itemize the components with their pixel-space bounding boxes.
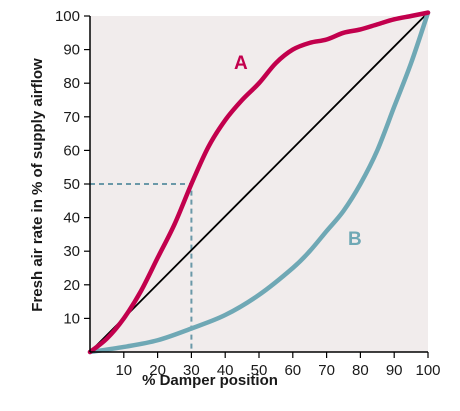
- x-tick-label: 60: [284, 362, 301, 379]
- x-tick-label: 100: [415, 362, 440, 379]
- x-tick-label: 20: [149, 362, 166, 379]
- y-tick-label: 80: [63, 75, 80, 92]
- y-tick-label: 60: [63, 142, 80, 159]
- curve-layer: [87, 10, 431, 355]
- curve-a-label: A: [234, 53, 248, 74]
- x-tick-label: 10: [115, 362, 132, 379]
- y-tick-label: 50: [63, 176, 80, 193]
- x-tick-label: 80: [352, 362, 369, 379]
- x-tick-label: 40: [217, 362, 234, 379]
- x-tick-label: 70: [318, 362, 335, 379]
- x-tick-label: 90: [386, 362, 403, 379]
- x-axis-title: % Damper position: [142, 372, 278, 389]
- y-tick-label: 70: [63, 109, 80, 126]
- y-tick-label: 30: [63, 243, 80, 260]
- curve-a: [87, 10, 431, 355]
- y-tick-label: 10: [63, 310, 80, 327]
- y-tick-label: 20: [63, 277, 80, 294]
- curve-b-label: B: [348, 229, 362, 250]
- curve-b: [87, 10, 431, 355]
- linear-diagonal-line: [89, 11, 429, 353]
- y-tick-label: 100: [55, 8, 80, 25]
- y-axis-title: Fresh air rate in % of supply airflow: [29, 58, 46, 312]
- y-tick-label: 90: [63, 42, 80, 59]
- x-tick-label: 50: [251, 362, 268, 379]
- x-tick-label: 30: [183, 362, 200, 379]
- tick-layer: 10 20 30 40 50 60 70 80 90 100 10 20 30 40 50 60 70 80 90 1…: [55, 8, 441, 379]
- y-tick-label: 40: [63, 210, 80, 227]
